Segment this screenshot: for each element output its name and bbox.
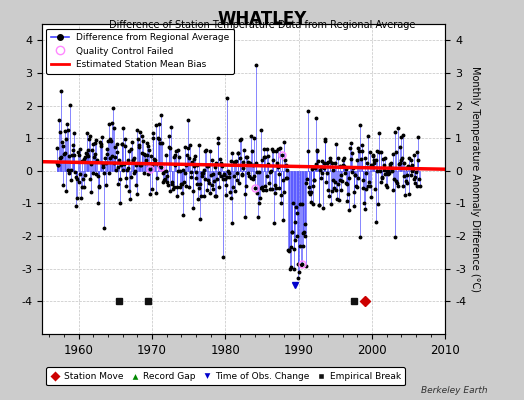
Text: Difference of Station Temperature Data from Regional Average: Difference of Station Temperature Data f… xyxy=(109,20,415,30)
Text: Berkeley Earth: Berkeley Earth xyxy=(421,386,487,395)
Text: WHATLEY: WHATLEY xyxy=(217,10,307,28)
Y-axis label: Monthly Temperature Anomaly Difference (°C): Monthly Temperature Anomaly Difference (… xyxy=(470,66,480,292)
Legend: Station Move, Record Gap, Time of Obs. Change, Empirical Break: Station Move, Record Gap, Time of Obs. C… xyxy=(47,368,405,386)
Legend: Difference from Regional Average, Quality Control Failed, Estimated Station Mean: Difference from Regional Average, Qualit… xyxy=(47,28,234,74)
